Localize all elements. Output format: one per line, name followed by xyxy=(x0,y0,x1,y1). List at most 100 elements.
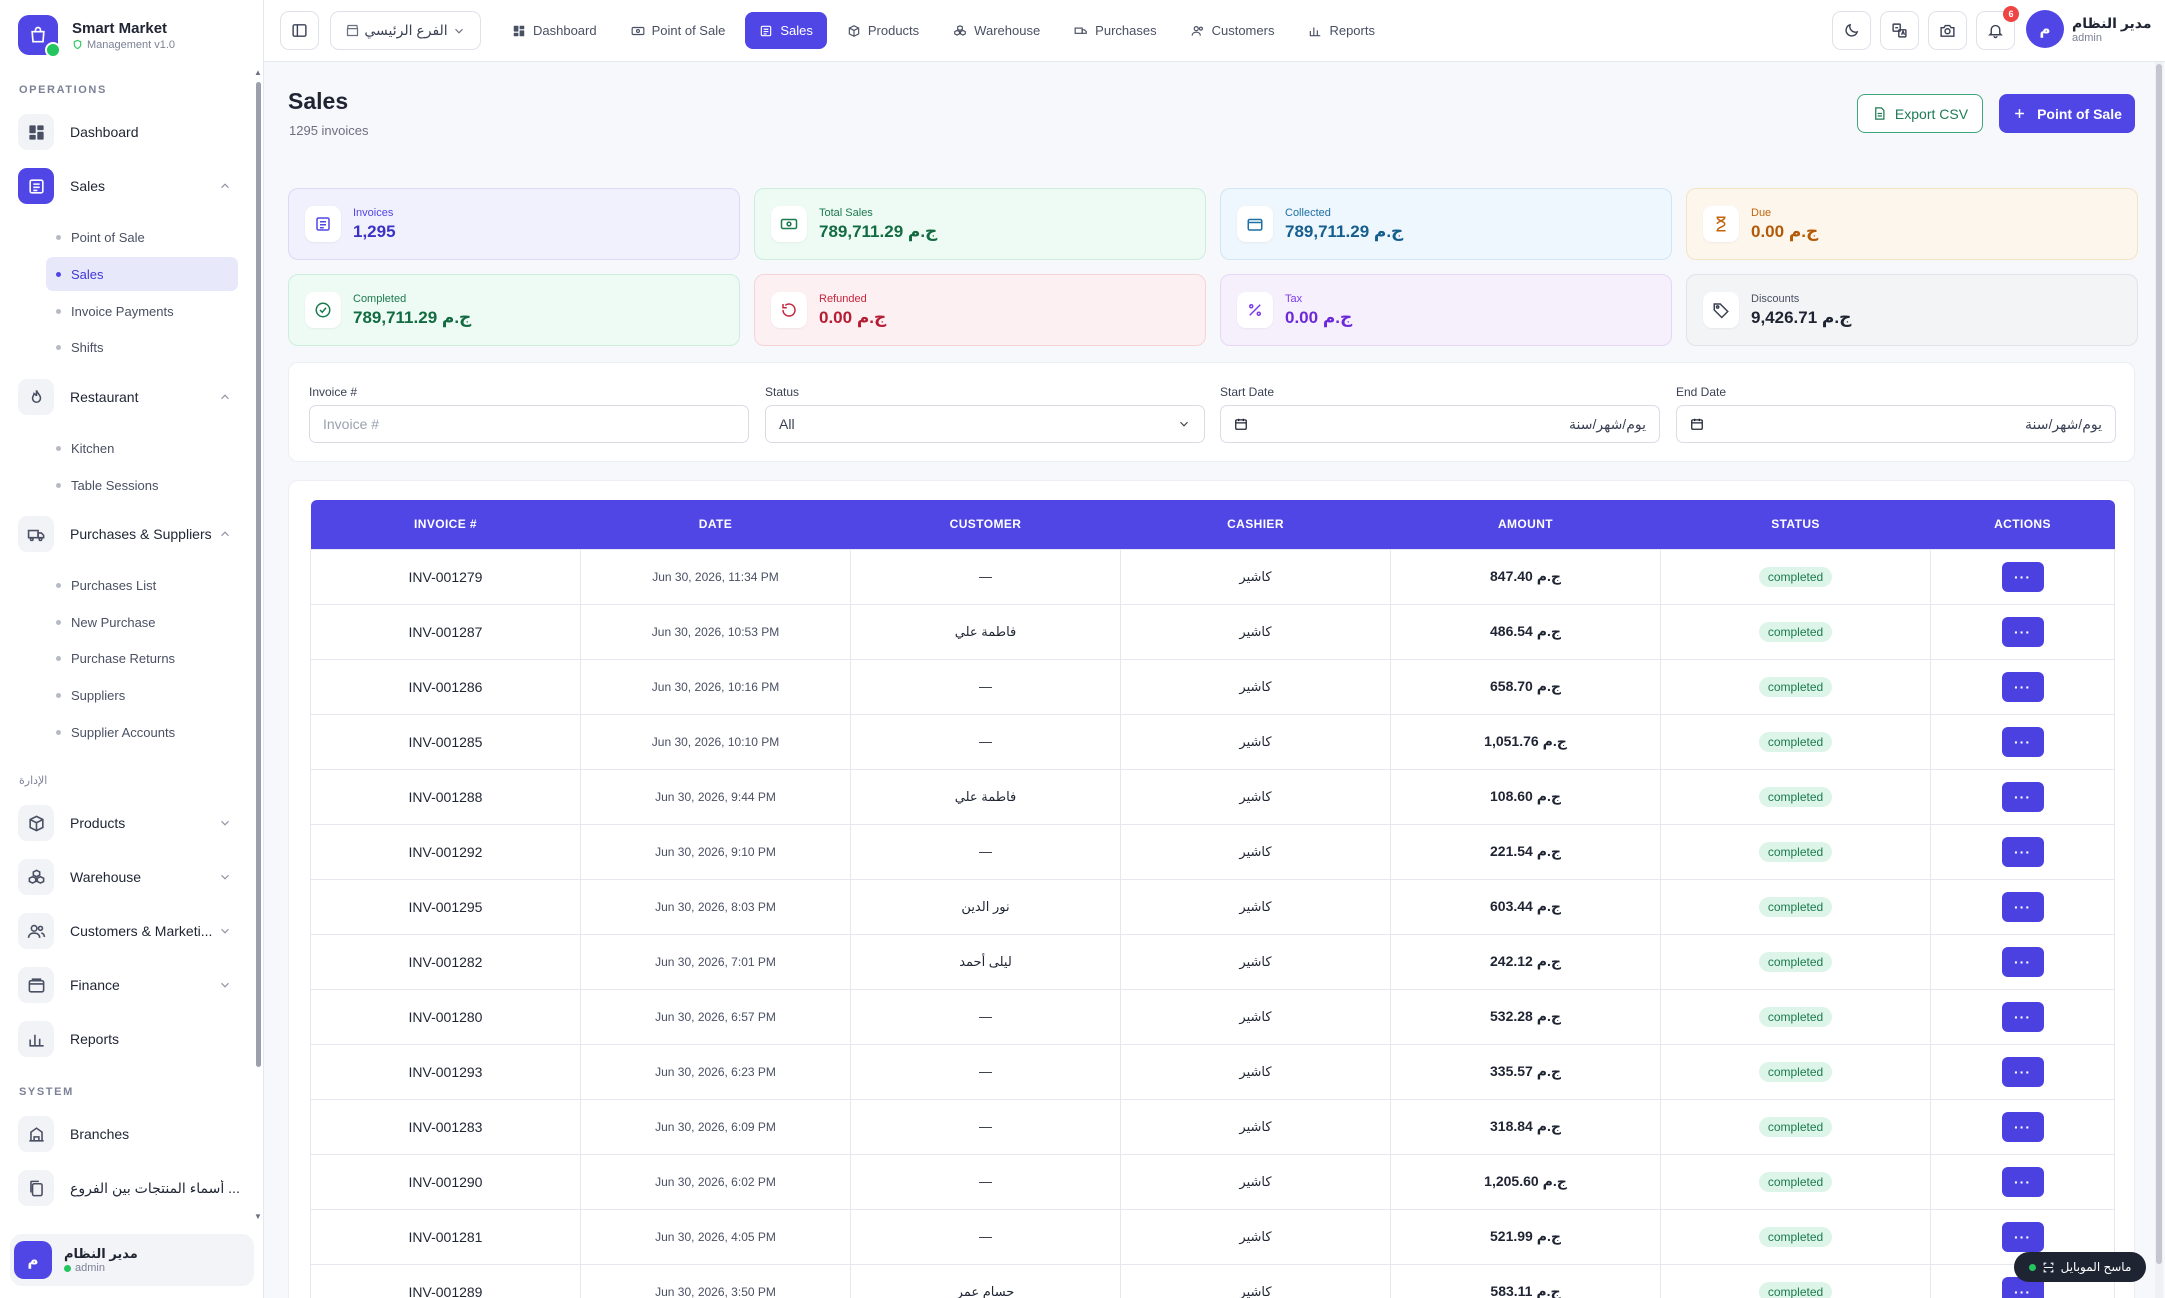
sidebar-user[interactable]: م مدير النظام admin xyxy=(10,1234,254,1286)
sidebar-sub-purchase-returns[interactable]: Purchase Returns xyxy=(46,641,238,675)
camera-button[interactable] xyxy=(1928,11,1967,50)
row-actions-button[interactable]: ··· xyxy=(2001,946,2044,977)
status-select[interactable]: All xyxy=(765,405,1205,443)
row-actions-button[interactable]: ··· xyxy=(2001,1001,2044,1032)
export-csv-button[interactable]: Export CSV xyxy=(1857,94,1983,133)
cell-invoice[interactable]: INV-001295 xyxy=(310,878,581,935)
sidebar-scrollbar[interactable] xyxy=(256,82,261,1067)
cell-customer: ليلى أحمد xyxy=(850,933,1121,990)
scroll-up-icon[interactable]: ▲ xyxy=(254,68,262,77)
start-date-input[interactable]: يوم/شهر/سنة xyxy=(1220,405,1660,443)
sidebar-item-products[interactable]: Products xyxy=(18,801,240,845)
table-row[interactable]: INV-001290 Jun 30, 2026, 6:02 PM — كاشير 1,2… xyxy=(310,1153,2115,1210)
col-amount[interactable]: AMOUNT xyxy=(1390,500,1661,549)
top-user-menu[interactable]: م مدير النظام admin xyxy=(2026,10,2152,48)
table-row[interactable]: INV-001286 Jun 30, 2026, 10:16 PM — كاشير 65… xyxy=(310,658,2115,715)
language-button[interactable] xyxy=(1880,11,1919,50)
invoice-search-input[interactable]: Invoice # xyxy=(309,405,749,443)
table-row[interactable]: INV-001279 Jun 30, 2026, 11:34 PM — كاشير 84… xyxy=(310,548,2115,605)
sidebar-sub-suppliers[interactable]: Suppliers xyxy=(46,678,238,712)
cell-invoice[interactable]: INV-001288 xyxy=(310,768,581,825)
cell-invoice[interactable]: INV-001283 xyxy=(310,1098,581,1155)
sidebar-sub-sales[interactable]: Sales xyxy=(46,257,238,291)
sidebar-item-branch-products[interactable]: أسماء المنتجات بين الفروع ... xyxy=(18,1166,240,1210)
calendar-icon xyxy=(1691,418,1703,430)
sidebar-item-warehouse[interactable]: Warehouse xyxy=(18,855,240,899)
table-row[interactable]: INV-001283 Jun 30, 2026, 6:09 PM — كاشير 318… xyxy=(310,1098,2115,1155)
sidebar-sub-kitchen[interactable]: Kitchen xyxy=(46,431,238,465)
table-row[interactable]: INV-001292 Jun 30, 2026, 9:10 PM — كاشير 221… xyxy=(310,823,2115,880)
sidebar-sub-label: Invoice Payments xyxy=(71,303,174,319)
row-actions-button[interactable]: ··· xyxy=(2001,671,2044,702)
sidebar-item-purchases[interactable]: Purchases & Suppliers xyxy=(18,512,240,556)
table-row[interactable]: INV-001281 Jun 30, 2026, 4:05 PM — كاشير 521… xyxy=(310,1208,2115,1265)
row-actions-button[interactable]: ··· xyxy=(2001,726,2044,757)
top-nav-dashboard[interactable]: Dashboard xyxy=(498,12,611,49)
theme-toggle-button[interactable] xyxy=(1832,11,1871,50)
top-nav-purchases[interactable]: Purchases xyxy=(1060,12,1170,49)
scroll-down-icon[interactable]: ▼ xyxy=(254,1212,262,1221)
sidebar-item-reports[interactable]: Reports xyxy=(18,1017,240,1061)
table-row[interactable]: INV-001293 Jun 30, 2026, 6:23 PM — كاشير 335… xyxy=(310,1043,2115,1100)
top-nav-reports[interactable]: Reports xyxy=(1294,12,1389,49)
sidebar-sub-purchases-list[interactable]: Purchases List xyxy=(46,568,238,602)
end-date-input[interactable]: يوم/شهر/سنة xyxy=(1676,405,2116,443)
row-actions-button[interactable]: ··· xyxy=(2001,1111,2044,1142)
table-row[interactable]: INV-001295 Jun 30, 2026, 8:03 PM نور الدين… xyxy=(310,878,2115,935)
sidebar-item-branches[interactable]: Branches xyxy=(18,1112,240,1156)
table-row[interactable]: INV-001280 Jun 30, 2026, 6:57 PM — كاشير 532… xyxy=(310,988,2115,1045)
top-nav-products[interactable]: Products xyxy=(833,12,933,49)
top-nav-warehouse[interactable]: Warehouse xyxy=(939,12,1054,49)
cell-invoice[interactable]: INV-001289 xyxy=(310,1263,581,1298)
cell-invoice[interactable]: INV-001279 xyxy=(310,548,581,605)
row-actions-button[interactable]: ··· xyxy=(2001,781,2044,812)
row-actions-button[interactable]: ··· xyxy=(2001,561,2044,592)
cell-invoice[interactable]: INV-001282 xyxy=(310,933,581,990)
top-nav-pos[interactable]: Point of Sale xyxy=(617,12,740,49)
col-status[interactable]: STATUS xyxy=(1660,500,1931,549)
point-of-sale-button[interactable]: Point of Sale xyxy=(1999,94,2135,133)
sidebar-sub-new-purchase[interactable]: New Purchase xyxy=(46,605,238,639)
cell-invoice[interactable]: INV-001286 xyxy=(310,658,581,715)
notifications-button[interactable]: 6 xyxy=(1976,6,2019,50)
cell-invoice[interactable]: INV-001287 xyxy=(310,603,581,660)
col-cashier[interactable]: CASHIER xyxy=(1120,500,1391,549)
sidebar-sub-shifts[interactable]: Shifts xyxy=(46,330,238,364)
row-actions-button[interactable]: ··· xyxy=(2001,1056,2044,1087)
sidebar-item-restaurant[interactable]: Restaurant xyxy=(18,375,240,419)
cell-invoice[interactable]: INV-001293 xyxy=(310,1043,581,1100)
sidebar-item-finance[interactable]: Finance xyxy=(18,963,240,1007)
table-row[interactable]: INV-001285 Jun 30, 2026, 10:10 PM — كاشير 1,… xyxy=(310,713,2115,770)
row-actions-button[interactable]: ··· xyxy=(2001,891,2044,922)
sidebar-sub-supplier-accounts[interactable]: Supplier Accounts xyxy=(46,715,238,749)
sidebar-toggle-button[interactable] xyxy=(280,11,319,50)
brand[interactable]: Smart Market Management v1.0 xyxy=(18,10,258,60)
row-actions-button[interactable]: ··· xyxy=(2001,1221,2044,1252)
col-date[interactable]: DATE xyxy=(580,500,851,549)
sidebar-item-dashboard[interactable]: Dashboard xyxy=(18,110,240,154)
sidebar-sub-pos[interactable]: Point of Sale xyxy=(46,220,238,254)
table-row[interactable]: INV-001287 Jun 30, 2026, 10:53 PM فاطمة عل… xyxy=(310,603,2115,660)
cell-invoice[interactable]: INV-001285 xyxy=(310,713,581,770)
top-nav-sales[interactable]: Sales xyxy=(745,12,827,49)
col-invoice[interactable]: INVOICE # xyxy=(310,500,581,549)
row-actions-button[interactable]: ··· xyxy=(2001,836,2044,867)
mobile-scanner-button[interactable]: ماسح الموبايل xyxy=(2014,1252,2146,1282)
row-actions-button[interactable]: ··· xyxy=(2001,616,2044,647)
row-actions-button[interactable]: ··· xyxy=(2001,1166,2044,1197)
cell-invoice[interactable]: INV-001290 xyxy=(310,1153,581,1210)
table-row[interactable]: INV-001288 Jun 30, 2026, 9:44 PM فاطمة علي… xyxy=(310,768,2115,825)
cell-invoice[interactable]: INV-001281 xyxy=(310,1208,581,1265)
table-row[interactable]: INV-001282 Jun 30, 2026, 7:01 PM ليلى أحمد… xyxy=(310,933,2115,990)
sidebar-item-sales[interactable]: Sales xyxy=(18,164,240,208)
cell-invoice[interactable]: INV-001280 xyxy=(310,988,581,1045)
sidebar-item-customers[interactable]: Customers & Marketi... xyxy=(18,909,240,953)
sidebar-sub-invoice-payments[interactable]: Invoice Payments xyxy=(46,294,238,328)
col-customer[interactable]: CUSTOMER xyxy=(850,500,1121,549)
top-nav-customers[interactable]: Customers xyxy=(1177,12,1289,49)
page-scrollbar[interactable] xyxy=(2156,64,2162,1264)
cell-invoice[interactable]: INV-001292 xyxy=(310,823,581,880)
branch-select[interactable]: الفرع الرئيسي xyxy=(330,11,481,50)
table-row[interactable]: INV-001289 Jun 30, 2026, 3:50 PM حسام عمر ك… xyxy=(310,1263,2115,1298)
sidebar-sub-table-sessions[interactable]: Table Sessions xyxy=(46,468,238,502)
